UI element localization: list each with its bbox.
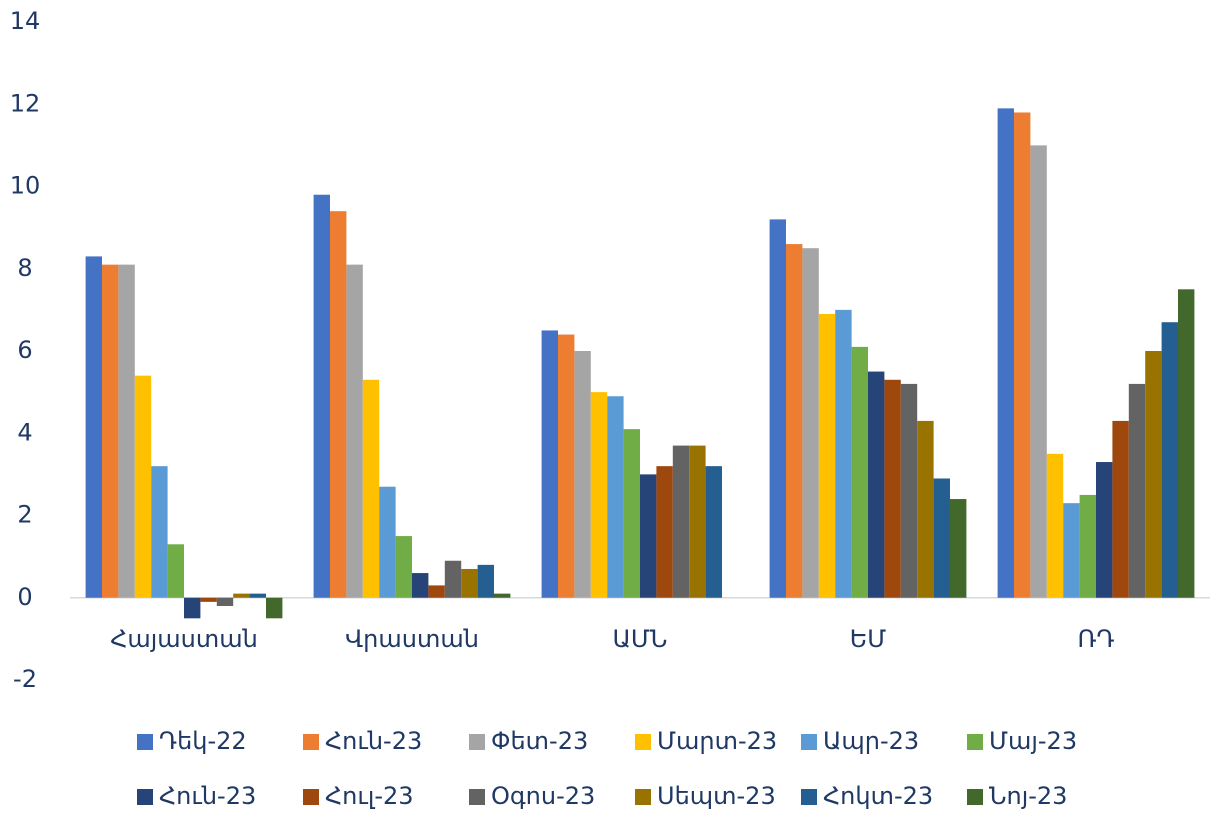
bar <box>233 593 250 598</box>
bar <box>933 478 950 598</box>
bar <box>1030 145 1047 598</box>
bar <box>249 593 266 598</box>
bar <box>997 108 1014 598</box>
legend-swatch <box>801 789 817 805</box>
y-tick-label: 8 <box>17 254 32 282</box>
legend-label: Հուն-23 <box>325 727 422 755</box>
bar <box>313 194 330 598</box>
x-tick-label: ՌԴ <box>1077 625 1114 653</box>
bar <box>1112 420 1129 598</box>
legend-swatch <box>635 734 651 750</box>
bar <box>786 244 803 598</box>
bar <box>1014 112 1031 598</box>
bar <box>1128 383 1146 598</box>
y-tick-label: -2 <box>13 665 37 693</box>
legend-label: Հուլ-23 <box>325 782 414 810</box>
legend-label: Նոյ-23 <box>989 782 1067 810</box>
bar <box>656 466 673 598</box>
legend-label: Սեպտ-23 <box>657 782 776 810</box>
y-tick-label: 2 <box>17 501 32 529</box>
legend-swatch <box>137 789 153 805</box>
bar <box>900 383 918 598</box>
bar <box>884 379 901 598</box>
legend-swatch <box>635 789 651 805</box>
bar <box>444 560 462 598</box>
bar <box>395 536 412 598</box>
bar <box>607 396 624 598</box>
bar <box>705 466 722 598</box>
x-tick-label: Հայաստան <box>110 625 258 653</box>
bar <box>461 568 478 598</box>
legend-swatch <box>303 734 319 750</box>
x-tick-label: ԵՄ <box>850 625 887 653</box>
bar <box>428 585 445 598</box>
bar <box>346 264 363 598</box>
bar <box>151 466 168 598</box>
bar <box>85 256 102 598</box>
legend-swatch <box>137 734 153 750</box>
legend-label: Հուն-23 <box>159 782 256 810</box>
bar <box>134 375 152 598</box>
legend-swatch <box>967 734 983 750</box>
legend-label: Մարտ-23 <box>657 727 777 755</box>
bar <box>868 371 885 598</box>
bar <box>640 474 657 598</box>
legend-label: Դեկ-22 <box>159 727 247 755</box>
y-tick-label: 4 <box>17 418 32 446</box>
y-tick-label: 12 <box>10 89 41 117</box>
legend-swatch <box>469 789 485 805</box>
bar <box>1161 322 1178 598</box>
bar <box>541 330 558 598</box>
bar <box>1178 289 1195 598</box>
bar <box>266 597 283 619</box>
legend-swatch <box>303 789 319 805</box>
bar <box>950 499 967 598</box>
legend-label: Օգոս-23 <box>491 782 595 810</box>
bar <box>574 351 591 598</box>
legend-label: Ապր-23 <box>823 727 919 755</box>
bar <box>917 420 934 598</box>
bar <box>167 544 184 598</box>
x-tick-label: Վրաստան <box>345 625 479 653</box>
bar <box>818 313 836 598</box>
bar <box>330 211 347 598</box>
bar <box>672 445 690 598</box>
y-tick-label: 0 <box>17 583 32 611</box>
bar <box>623 429 640 598</box>
bar <box>558 334 575 598</box>
bar <box>835 309 852 598</box>
bar <box>802 248 819 598</box>
bar <box>1079 494 1096 598</box>
legend-swatch <box>967 789 983 805</box>
bar <box>200 597 217 602</box>
bar <box>184 597 201 619</box>
bar <box>851 346 868 598</box>
bar <box>1096 462 1113 598</box>
bar <box>102 264 119 598</box>
bar <box>118 264 135 598</box>
legend-label: Փետ-23 <box>491 727 588 755</box>
legend-swatch <box>469 734 485 750</box>
bar <box>379 486 396 598</box>
bar <box>1145 351 1162 598</box>
bar <box>689 445 706 598</box>
bar <box>494 593 511 598</box>
bar <box>477 564 494 598</box>
legend-swatch <box>801 734 817 750</box>
y-tick-label: 10 <box>10 172 41 200</box>
bar <box>769 219 786 598</box>
bar <box>362 379 380 598</box>
legend-label: Հոկտ-23 <box>823 782 933 810</box>
bar <box>1046 453 1064 598</box>
bar <box>1063 503 1080 598</box>
x-tick-label: ԱՄՆ <box>613 625 668 653</box>
y-tick-label: 6 <box>17 336 32 364</box>
bar <box>590 392 608 598</box>
bar <box>412 573 429 598</box>
bar <box>216 597 234 606</box>
y-tick-label: 14 <box>10 7 41 35</box>
legend-label: Մայ-23 <box>989 727 1077 755</box>
